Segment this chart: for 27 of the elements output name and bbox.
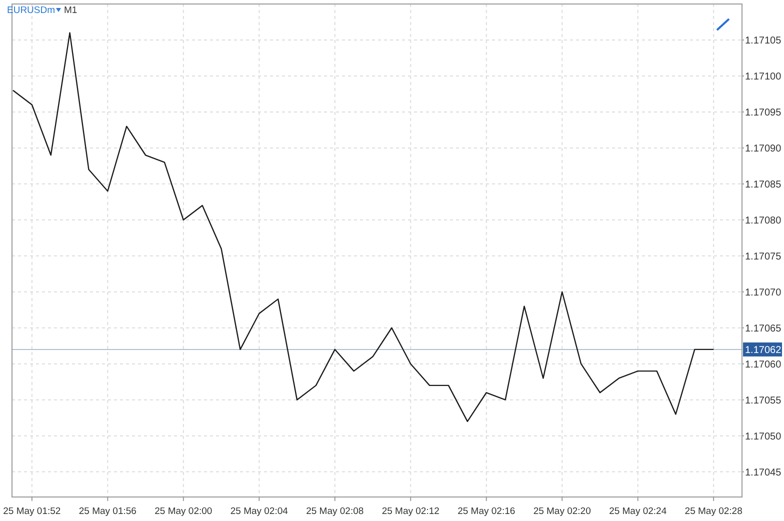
chart-title: EURUSDm <box>7 5 56 16</box>
y-tick-label: 1.17045 <box>745 467 782 478</box>
x-tick-label: 25 May 02:04 <box>230 506 288 517</box>
y-tick-label: 1.17065 <box>745 323 782 334</box>
x-tick-label: 25 May 02:16 <box>458 506 516 517</box>
y-tick-label: 1.17055 <box>745 395 782 406</box>
y-tick-label: 1.17095 <box>745 107 782 118</box>
chart-subtitle: M1 <box>64 5 78 16</box>
line-series <box>12 32 714 422</box>
y-tick-label: 1.17080 <box>745 215 782 226</box>
x-tick-label: 25 May 02:24 <box>609 506 667 517</box>
x-tick-label: 25 May 02:20 <box>533 506 591 517</box>
y-tick-label: 1.17100 <box>745 71 782 82</box>
x-tick-label: 25 May 02:00 <box>154 506 212 517</box>
x-tick-label: 25 May 01:52 <box>3 506 61 517</box>
x-tick-label: 25 May 01:56 <box>78 506 136 517</box>
y-tick-label: 1.17090 <box>745 143 782 154</box>
y-tick-label: 1.17085 <box>745 179 782 190</box>
y-tick-label: 1.17070 <box>745 287 782 298</box>
ref-line-label: 1.17062 <box>745 344 782 356</box>
x-tick-label: 25 May 02:12 <box>382 506 440 517</box>
y-tick-label: 1.17075 <box>745 251 782 262</box>
y-tick-label: 1.17060 <box>745 359 782 370</box>
y-tick-label: 1.17105 <box>745 35 782 46</box>
x-tick-label: 25 May 02:28 <box>684 506 742 517</box>
x-tick-label: 25 May 02:08 <box>306 506 364 517</box>
y-tick-label: 1.17050 <box>745 431 782 442</box>
